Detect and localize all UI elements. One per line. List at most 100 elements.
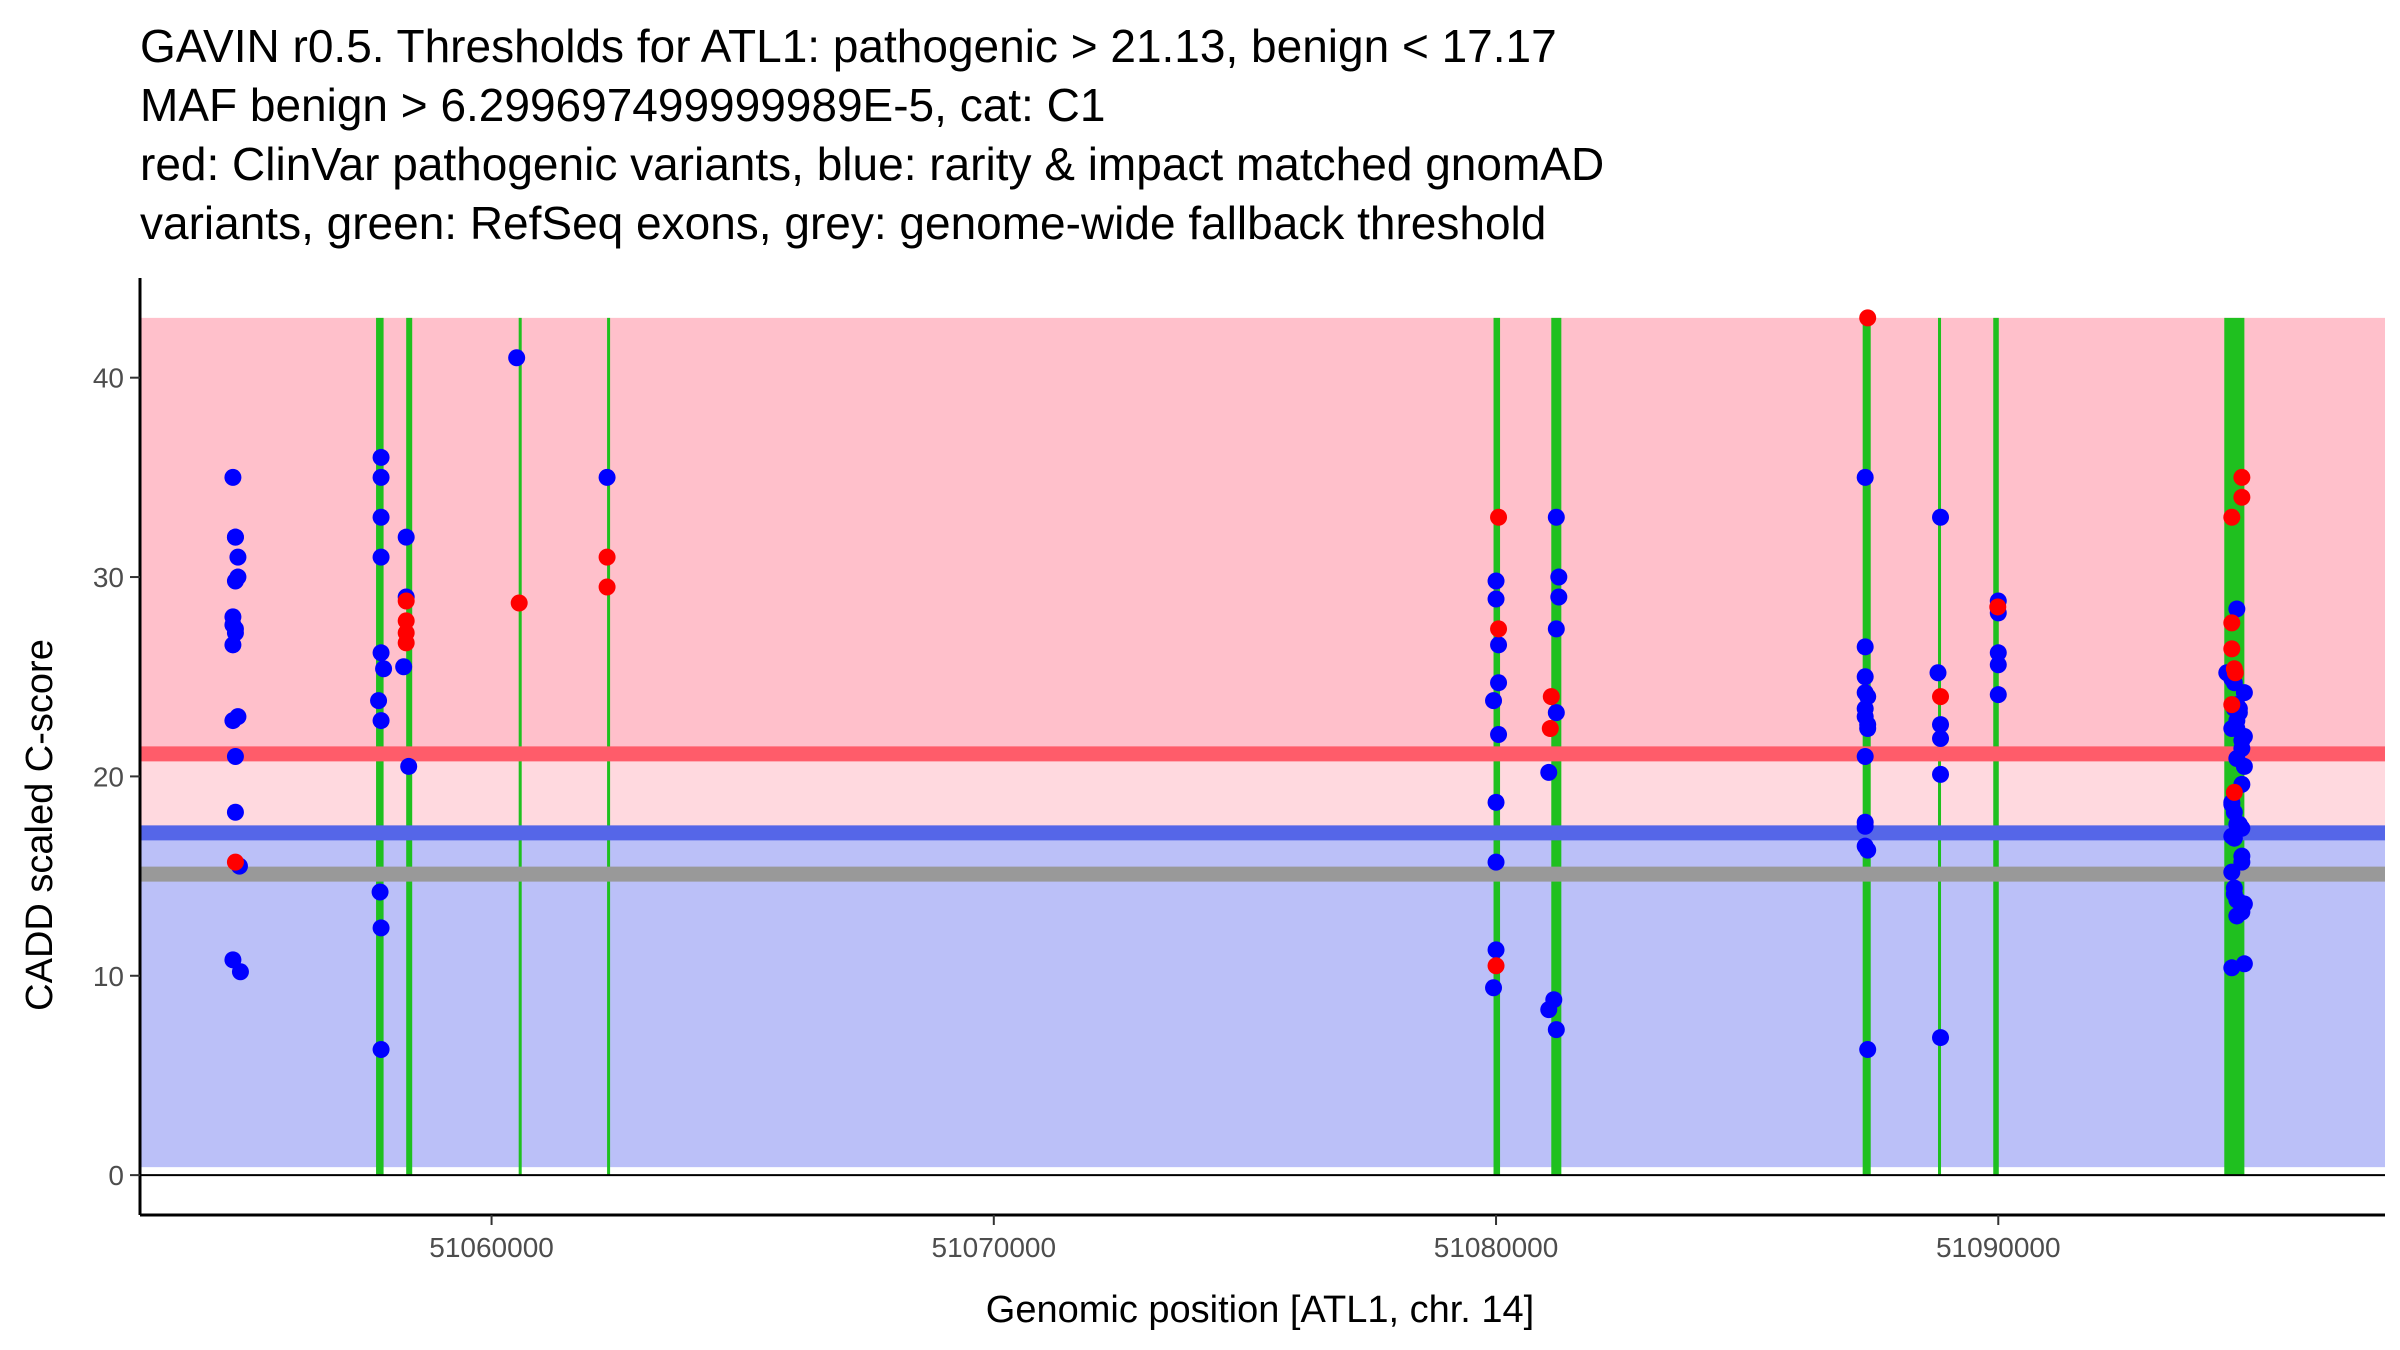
clinvar-point xyxy=(397,612,415,630)
gnomad-point xyxy=(1859,1041,1877,1059)
gnomad-point xyxy=(1859,841,1877,859)
gnomad-point xyxy=(226,803,244,821)
x-tick-label: 51060000 xyxy=(429,1232,554,1263)
gnomad-point xyxy=(224,636,242,654)
gnomad-point xyxy=(2228,600,2246,618)
gnomad-point xyxy=(1989,644,2007,662)
gnomad-point xyxy=(1547,508,1565,526)
gnomad-point xyxy=(2228,749,2246,767)
gnomad-point xyxy=(1859,716,1877,734)
gnomad-point xyxy=(1856,700,1874,718)
clinvar-point xyxy=(1859,309,1877,327)
threshold-lines xyxy=(140,746,2385,882)
gnomad-point xyxy=(2235,728,2253,746)
title-line-3: red: ClinVar pathogenic variants, blue: … xyxy=(140,138,1604,190)
clinvar-point xyxy=(2226,664,2244,682)
title-line-1: GAVIN r0.5. Thresholds for ATL1: pathoge… xyxy=(140,20,1557,72)
clinvar-point xyxy=(2223,614,2241,632)
y-tick-label: 40 xyxy=(93,363,124,394)
gnomad-point xyxy=(1856,468,1874,486)
clinvar-point xyxy=(598,578,616,596)
gnomad-point xyxy=(598,468,616,486)
gnomad-point xyxy=(397,528,415,546)
gnomad-point xyxy=(1856,668,1874,686)
gnomad-point xyxy=(1547,704,1565,722)
gnomad-point xyxy=(226,747,244,765)
gnomad-point xyxy=(375,660,393,678)
gnomad-point xyxy=(1490,636,1508,654)
gnomad-point xyxy=(1547,1021,1565,1039)
axes: 0 10 20 30 40 51060000 51070000 51080000 5109000… xyxy=(93,278,2385,1263)
title-line-4: variants, green: RefSeq exons, grey: gen… xyxy=(140,197,1546,249)
uncertain-region xyxy=(140,753,2385,833)
y-tick-label: 10 xyxy=(93,961,124,992)
clinvar-point xyxy=(226,853,244,871)
gnomad-point xyxy=(1932,716,1950,734)
gnomad-point xyxy=(1485,692,1503,710)
gnomad-point xyxy=(1487,572,1505,590)
gnomad-point xyxy=(1856,817,1874,835)
gnomad-point xyxy=(1550,588,1568,606)
gnomad-point xyxy=(1485,979,1503,997)
gnomad-point xyxy=(1550,568,1568,586)
gnomad-point xyxy=(372,548,390,566)
gnomad-point xyxy=(372,468,390,486)
gnomad-point xyxy=(372,448,390,466)
gnomad-point xyxy=(2235,684,2253,702)
benign-region xyxy=(140,832,2385,1168)
gnomad-point xyxy=(1547,620,1565,638)
clinvar-point xyxy=(1541,720,1559,738)
gnomad-point xyxy=(1989,656,2007,674)
gnomad-point xyxy=(1490,726,1508,744)
gnomad-point xyxy=(2225,829,2243,847)
gnomad-point xyxy=(226,528,244,546)
y-tick-label: 30 xyxy=(93,562,124,593)
gnomad-point xyxy=(2228,712,2246,730)
gnomad-point xyxy=(395,658,413,676)
variant-points xyxy=(224,309,2253,1059)
clinvar-point xyxy=(2223,640,2241,658)
clinvar-point xyxy=(2223,696,2241,714)
x-tick-label: 51080000 xyxy=(1434,1232,1559,1263)
clinvar-point xyxy=(598,548,616,566)
gnomad-point xyxy=(2223,863,2241,881)
clinvar-point xyxy=(2233,468,2251,486)
clinvar-point xyxy=(2225,783,2243,801)
clinvar-point xyxy=(2223,508,2241,526)
gnomad-point xyxy=(372,508,390,526)
gnomad-point xyxy=(1540,1001,1558,1019)
gnomad-point xyxy=(371,883,389,901)
gnomad-point xyxy=(1487,853,1505,871)
clinvar-point xyxy=(1490,620,1508,638)
gnomad-point xyxy=(224,468,242,486)
gnomad-point xyxy=(2228,907,2246,925)
gnomad-point xyxy=(2223,959,2241,977)
x-tick-label: 51090000 xyxy=(1936,1232,2061,1263)
gnomad-point xyxy=(1989,686,2007,704)
gnomad-point xyxy=(372,1041,390,1059)
gnomad-point xyxy=(372,644,390,662)
clinvar-point xyxy=(2233,488,2251,506)
gnomad-point xyxy=(1856,684,1874,702)
y-axis-title: CADD scaled C-score xyxy=(19,639,61,1011)
clinvar-point xyxy=(1989,598,2007,616)
clinvar-point xyxy=(397,592,415,610)
gnomad-point xyxy=(224,712,242,730)
x-tick-label: 51070000 xyxy=(932,1232,1057,1263)
clinvar-point xyxy=(397,634,415,652)
gnomad-point xyxy=(226,572,244,590)
chart-title: GAVIN r0.5. Thresholds for ATL1: pathoge… xyxy=(140,20,1604,249)
threshold-regions xyxy=(140,317,2385,1168)
gnomad-point xyxy=(231,963,249,981)
y-tick-label: 20 xyxy=(93,761,124,792)
clinvar-point xyxy=(1932,688,1950,706)
gnomad-point xyxy=(370,692,388,710)
clinvar-point xyxy=(1487,957,1505,975)
title-line-2: MAF benign > 6.299697499999989E-5, cat: … xyxy=(140,79,1105,131)
gnomad-point xyxy=(2225,885,2243,903)
gnomad-point xyxy=(1932,1029,1950,1047)
gnomad-point xyxy=(1932,508,1950,526)
y-tick-label: 0 xyxy=(108,1160,124,1191)
clinvar-point xyxy=(510,594,528,612)
gnomad-point xyxy=(372,919,390,937)
